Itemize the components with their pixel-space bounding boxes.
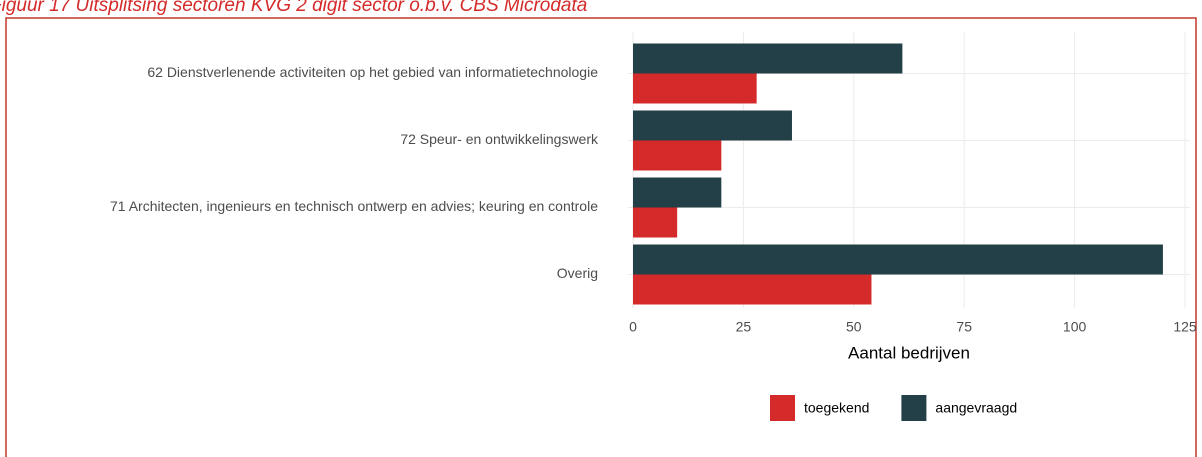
bar [633, 207, 678, 238]
x-tick-label: 75 [956, 319, 972, 335]
bar [633, 73, 757, 104]
bar [633, 140, 722, 171]
x-tick-label: 125 [1173, 319, 1197, 335]
x-tick-label: 100 [1063, 319, 1087, 335]
x-tick-label: 50 [846, 319, 862, 335]
legend-swatch [901, 395, 927, 421]
y-tick-label: 72 Speur- en ontwikkelingswerk [400, 131, 599, 147]
frame [5, 17, 1197, 457]
bar [633, 244, 1163, 275]
legend-label: toegekend [804, 400, 869, 416]
bar [633, 274, 872, 305]
x-axis-label: Aantal bedrijven [848, 343, 970, 362]
y-tick-label: Overig [557, 265, 598, 281]
x-tick-label: 0 [629, 319, 637, 335]
y-tick-label: 62 Dienstverlenende activiteiten op het … [147, 64, 598, 80]
chart-title: Figuur 17 Uitsplitsing sectoren KVG 2 di… [0, 0, 587, 16]
y-tick-label: 71 Architecten, ingenieurs en technisch … [110, 198, 598, 214]
bar [633, 110, 792, 141]
bar [633, 177, 722, 208]
legend-label: aangevraagd [935, 400, 1017, 416]
x-tick-label: 25 [736, 319, 752, 335]
legend-swatch [770, 395, 795, 421]
bar [633, 43, 903, 74]
